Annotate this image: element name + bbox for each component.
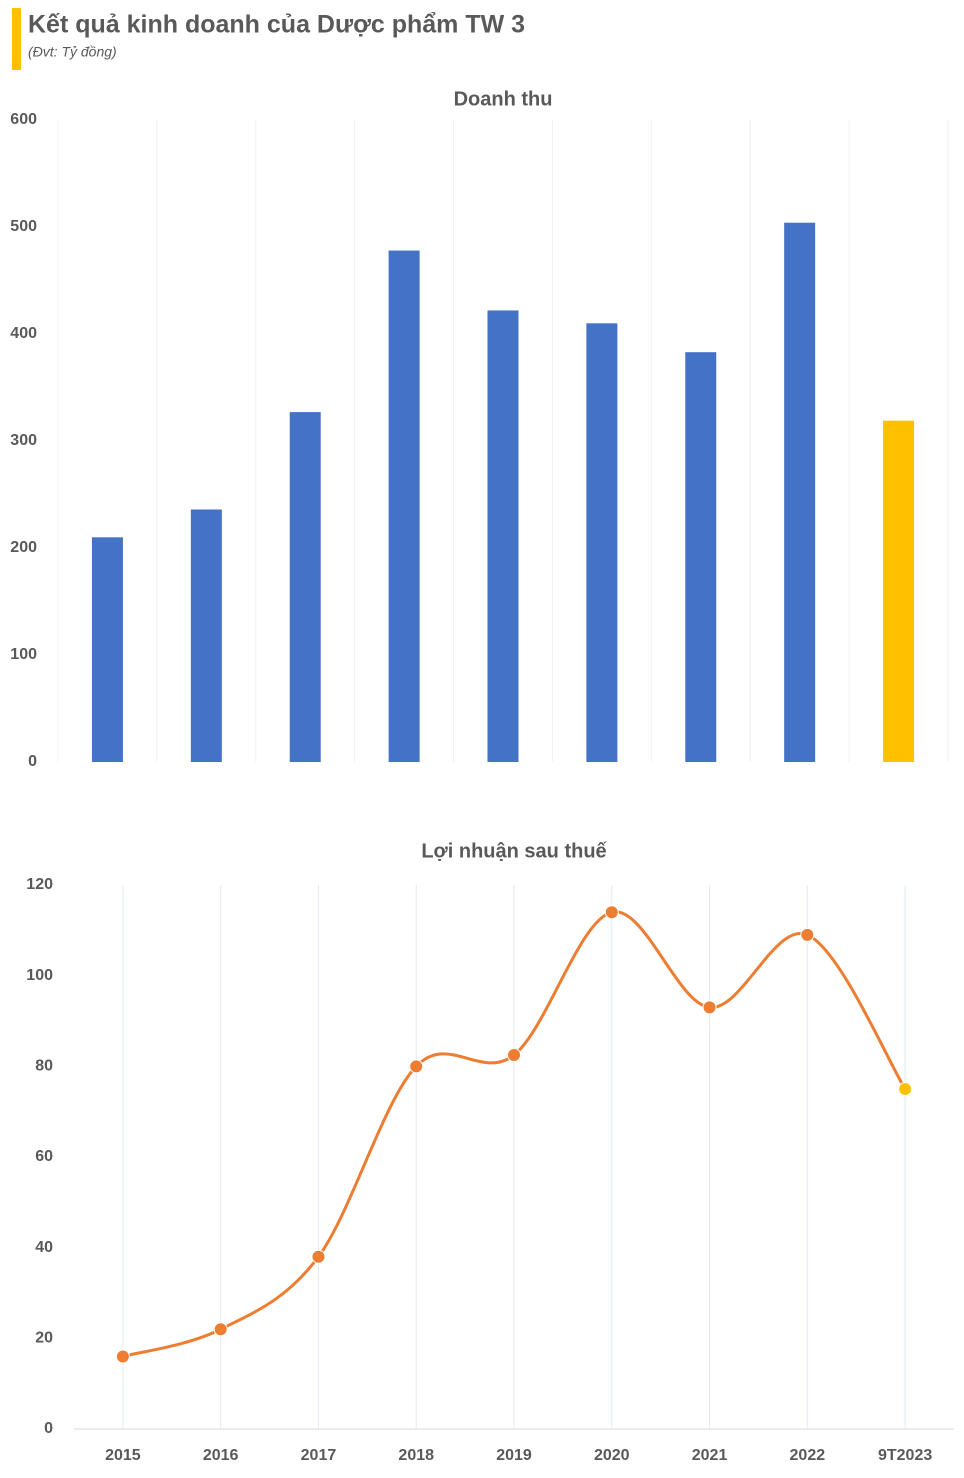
bar: [883, 420, 915, 762]
bar: [685, 352, 717, 762]
x-tick-label: 2016: [203, 1447, 239, 1464]
page-title: Kết quả kinh doanh của Dược phẩm TW 3: [28, 11, 525, 39]
y-tick-label: 0: [28, 753, 37, 770]
marker: [507, 1048, 521, 1062]
marker: [898, 1082, 913, 1096]
chart-title: Lợi nhuận sau thuế: [421, 840, 607, 862]
y-tick-label: 80: [35, 1058, 53, 1075]
y-tick-label: 600: [10, 111, 37, 128]
bar: [289, 412, 321, 762]
accent-bar: [12, 8, 21, 70]
marker: [702, 1000, 717, 1015]
marker: [213, 1322, 228, 1337]
y-tick-label: 500: [10, 218, 37, 235]
bar: [91, 537, 123, 762]
marker: [409, 1059, 424, 1074]
x-tick-label: 9T2023: [878, 1447, 932, 1464]
x-tick-label: 2015: [105, 1447, 141, 1464]
x-tick-label: 2021: [692, 1447, 728, 1464]
line: [122, 910, 907, 1358]
y-tick-label: 100: [10, 646, 37, 663]
y-tick-label: 20: [35, 1330, 53, 1347]
y-tick-label: 100: [26, 967, 53, 984]
bar: [388, 250, 420, 763]
marker: [604, 905, 619, 920]
marker: [311, 1249, 326, 1264]
y-tick-label: 0: [44, 1420, 53, 1437]
x-tick-label: 2022: [790, 1447, 826, 1464]
y-tick-label: 120: [26, 876, 53, 893]
y-tick-label: 400: [10, 325, 37, 342]
x-tick-label: 2020: [594, 1447, 630, 1464]
chart-title: Doanh thu: [454, 88, 553, 110]
bar: [586, 323, 618, 762]
y-tick-label: 200: [10, 539, 37, 556]
bar: [190, 509, 222, 762]
y-tick-label: 60: [35, 1148, 53, 1165]
marker: [800, 927, 815, 942]
bar: [487, 310, 519, 762]
y-tick-label: 40: [35, 1239, 53, 1256]
x-tick-label: 2018: [398, 1447, 434, 1464]
x-tick-label: 2019: [496, 1447, 532, 1464]
y-tick-label: 300: [10, 432, 37, 449]
marker: [115, 1349, 130, 1364]
bar: [784, 222, 816, 763]
page-subtitle: (Đvt: Tỷ đồng): [28, 44, 117, 60]
x-tick-label: 2017: [301, 1447, 337, 1464]
